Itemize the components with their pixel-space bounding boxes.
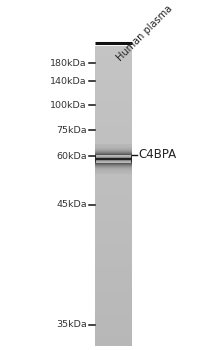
Bar — [95, 149, 132, 150]
Bar — [95, 156, 132, 157]
Bar — [95, 166, 132, 167]
Bar — [95, 161, 132, 162]
Bar — [95, 154, 132, 155]
Text: 140kDa: 140kDa — [50, 77, 87, 86]
Bar — [95, 168, 132, 169]
Bar — [95, 173, 132, 174]
Bar — [95, 165, 132, 166]
Bar — [95, 159, 132, 160]
Text: C4BPA: C4BPA — [138, 148, 176, 161]
Bar — [96, 158, 131, 159]
Bar — [96, 160, 131, 161]
Bar — [95, 152, 132, 153]
Bar — [96, 157, 131, 158]
Bar — [95, 168, 132, 169]
Bar — [95, 170, 132, 171]
Bar — [95, 150, 132, 152]
Bar — [95, 171, 132, 172]
Bar — [95, 163, 132, 164]
Bar — [95, 172, 132, 173]
Bar — [96, 160, 131, 161]
Bar — [95, 163, 132, 164]
Bar — [95, 165, 132, 166]
Bar — [95, 160, 132, 161]
Bar — [95, 146, 132, 147]
Bar — [95, 151, 132, 152]
Bar — [95, 166, 132, 167]
Bar — [95, 146, 132, 147]
Bar — [95, 167, 132, 168]
Bar — [95, 155, 132, 156]
Bar — [95, 161, 132, 162]
Bar — [96, 157, 131, 158]
Bar — [95, 172, 132, 173]
Text: Human plasma: Human plasma — [114, 4, 174, 63]
Bar — [95, 164, 132, 165]
Bar — [95, 155, 132, 156]
Bar — [95, 144, 132, 145]
Bar — [95, 148, 132, 149]
Text: 45kDa: 45kDa — [56, 200, 87, 209]
Bar — [96, 162, 131, 163]
Bar — [96, 156, 131, 157]
Bar — [95, 154, 132, 155]
Bar — [95, 147, 132, 148]
Bar — [95, 173, 132, 174]
Bar — [96, 156, 131, 157]
Bar — [95, 149, 132, 150]
Bar — [96, 161, 131, 162]
Bar — [95, 156, 132, 157]
Text: 100kDa: 100kDa — [50, 100, 87, 110]
Bar — [95, 158, 132, 159]
Bar — [95, 157, 132, 158]
Bar — [95, 150, 132, 151]
Text: 180kDa: 180kDa — [50, 58, 87, 68]
Bar — [96, 159, 131, 160]
Bar — [95, 162, 132, 163]
Bar — [95, 153, 132, 154]
Bar — [96, 161, 131, 162]
Bar — [95, 162, 132, 163]
Text: 35kDa: 35kDa — [56, 320, 87, 329]
Text: 75kDa: 75kDa — [56, 126, 87, 135]
Bar — [95, 159, 132, 160]
Bar — [96, 155, 131, 156]
Bar — [95, 167, 132, 168]
Bar — [95, 160, 132, 161]
Bar — [96, 159, 131, 160]
Text: 60kDa: 60kDa — [56, 152, 87, 161]
Bar — [95, 169, 132, 170]
Bar — [95, 145, 132, 146]
Bar — [96, 158, 131, 159]
Bar — [95, 145, 132, 146]
